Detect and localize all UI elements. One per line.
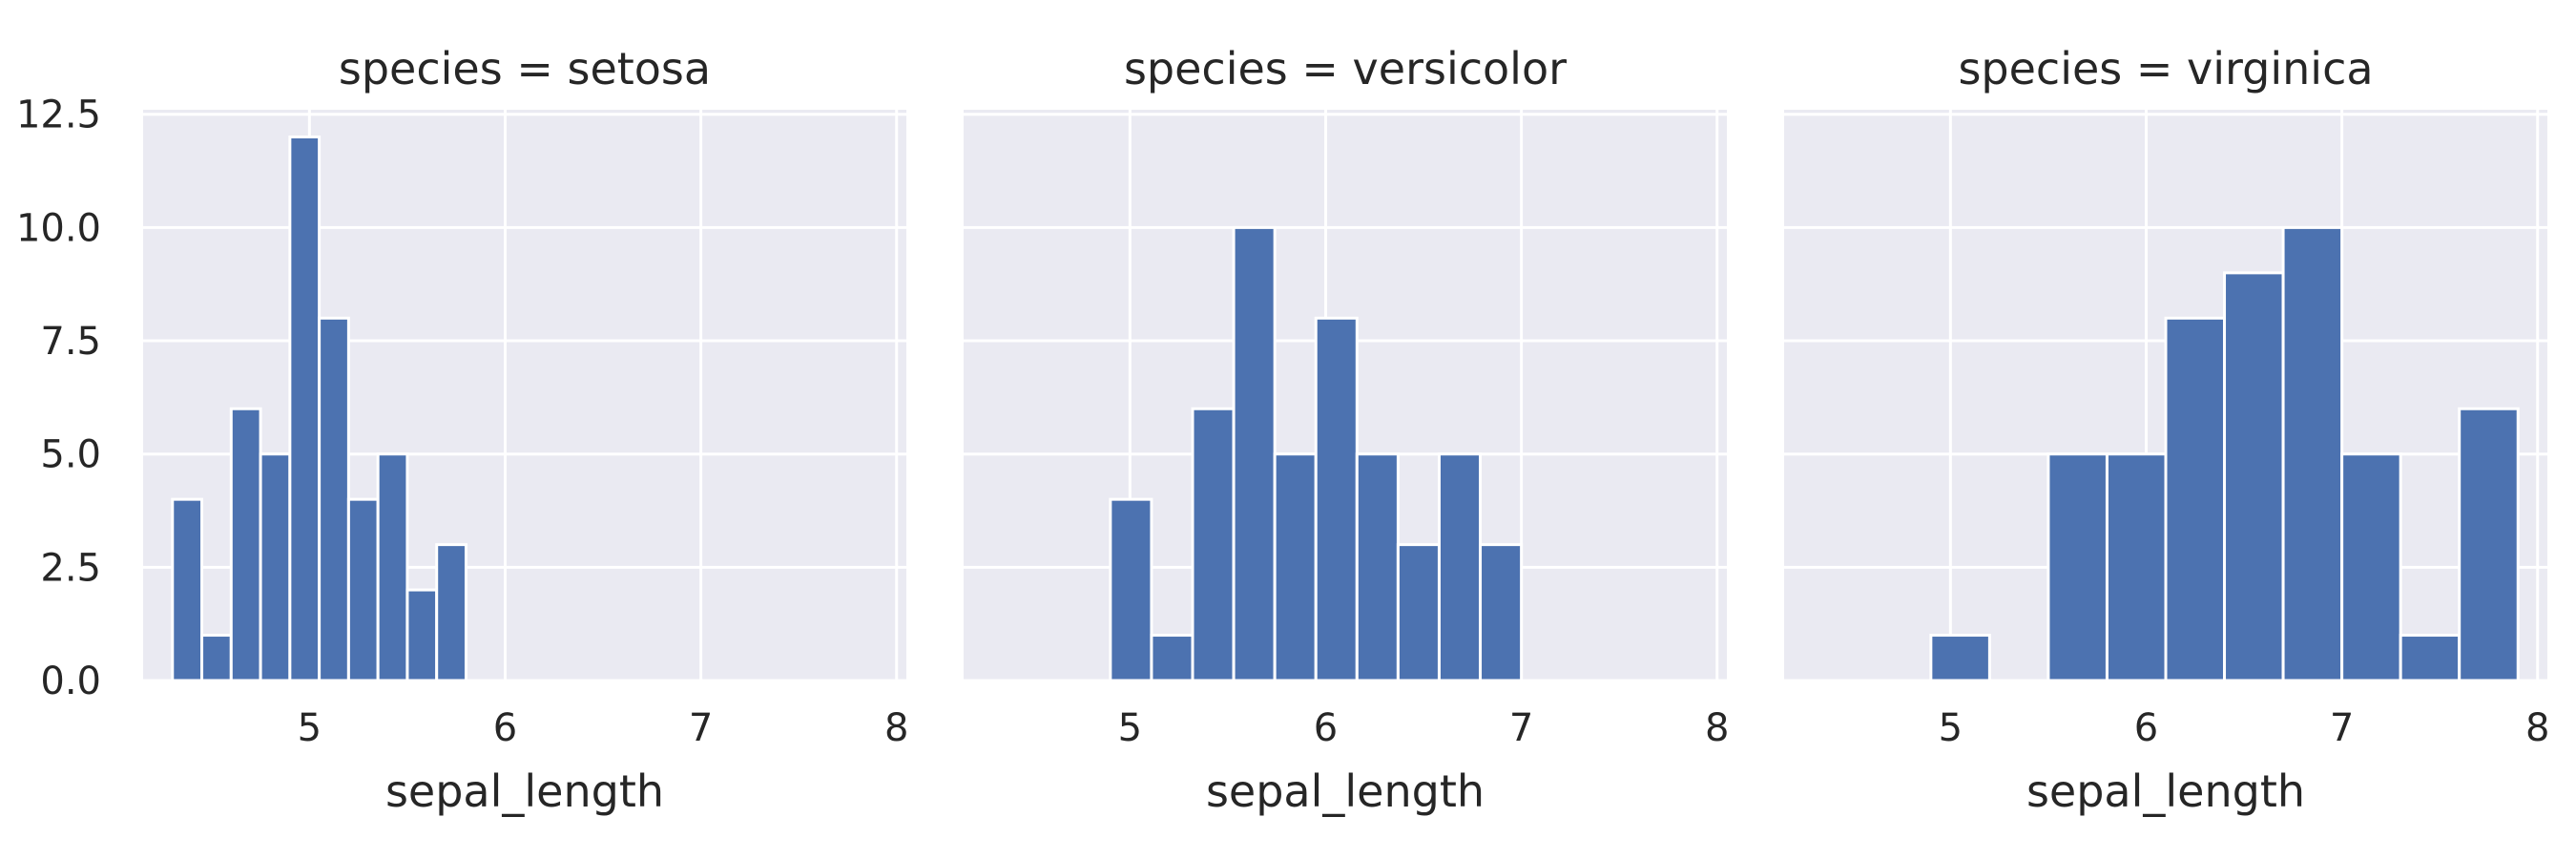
x-tick-label: 8	[1705, 706, 1729, 750]
histogram-bar	[318, 316, 350, 682]
x-tick-label: 6	[493, 706, 517, 750]
histogram-bar	[200, 634, 233, 682]
x-tick-label: 7	[1509, 706, 1533, 750]
histogram-bar	[405, 588, 439, 682]
histogram-bar	[1232, 225, 1277, 682]
facet-title: species = virginica	[1958, 43, 2373, 94]
histogram-bar	[2340, 452, 2402, 682]
histogram-bar	[2046, 452, 2109, 682]
x-tick-label: 7	[2330, 706, 2354, 750]
x-axis-label: sepal_length	[2026, 765, 2305, 817]
histogram-bar	[171, 497, 204, 682]
histogram-bar	[229, 407, 262, 682]
y-tick-label: 12.5	[16, 94, 101, 137]
histogram-bar	[1273, 452, 1318, 682]
histogram-bar	[435, 543, 467, 682]
histogram-bar	[259, 452, 292, 682]
facet-title: species = versicolor	[1124, 43, 1567, 94]
x-tick-label: 6	[1314, 706, 1338, 750]
x-axis-label: sepal_length	[1206, 765, 1485, 817]
x-tick-label: 5	[1118, 706, 1142, 750]
histogram-bar	[2223, 271, 2285, 682]
y-tick-label: 2.5	[40, 546, 101, 590]
y-tick-label: 0.0	[40, 660, 101, 703]
x-tick-label: 7	[689, 706, 713, 750]
histogram-bar	[1929, 634, 1991, 682]
histogram-bar	[2458, 407, 2520, 682]
x-axis-label: sepal_length	[385, 765, 664, 817]
histogram-bar	[2105, 452, 2168, 682]
y-tick-label: 10.0	[16, 206, 101, 250]
x-tick-label: 5	[1939, 706, 1963, 750]
histogram-bar	[1150, 634, 1195, 682]
histogram-bar	[2281, 225, 2344, 682]
histogram-bar	[1109, 497, 1153, 682]
x-tick-label: 8	[2525, 706, 2549, 750]
histogram-bar	[1396, 543, 1441, 682]
x-tick-label: 8	[884, 706, 908, 750]
histogram-bar	[1479, 543, 1524, 682]
histogram-bar	[376, 452, 409, 682]
y-tick-label: 7.5	[40, 320, 101, 364]
histogram-bar	[2399, 634, 2462, 682]
histogram-bar	[1314, 316, 1359, 682]
x-tick-label: 6	[2134, 706, 2158, 750]
y-tick-label: 5.0	[40, 433, 101, 477]
facet-title: species = setosa	[339, 43, 711, 94]
histogram-bar	[1191, 407, 1236, 682]
histogram-bar	[1437, 452, 1483, 682]
facet-panel-1: 0.0 2.5 5.0 7.5 10.0 12.5 5 6 7 8 species = setosa…	[16, 43, 909, 817]
histogram-bar	[1355, 452, 1400, 682]
facet-panel-2: 5 6 7 8 species = versicolor sepal_length	[964, 43, 1729, 817]
x-tick-label: 5	[298, 706, 322, 750]
histogram-bar	[288, 135, 322, 682]
facet-panel-3: 5 6 7 8 species = virginica sepal_length	[1784, 43, 2549, 817]
histogram-bar	[2164, 316, 2227, 682]
histogram-bar	[346, 497, 380, 682]
